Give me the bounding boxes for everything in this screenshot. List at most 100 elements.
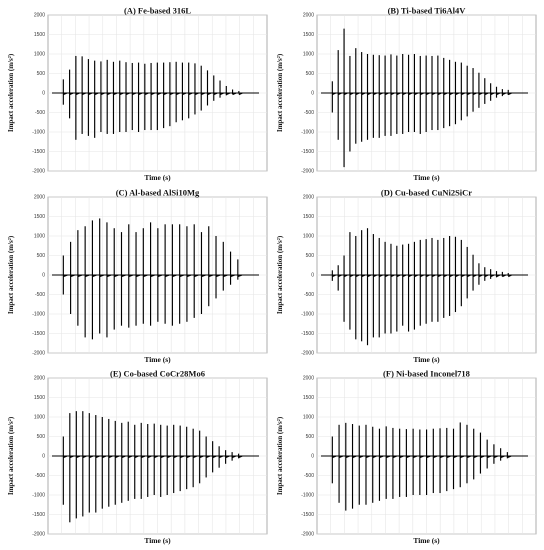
y-tick-label: 2000 (303, 13, 314, 19)
chart-title: (E) Co-based CoCr28Mo6 (110, 369, 205, 379)
damping-tail (199, 455, 204, 459)
damping-tail (414, 92, 418, 96)
chart-title: (B) Ti-based Ti6Al4V (388, 6, 467, 16)
damping-tail (490, 92, 495, 96)
damping-tail (70, 274, 75, 278)
y-axis-label: Impact acceleration (m/s²) (7, 235, 15, 314)
damping-tail (102, 455, 107, 459)
damping-tail (127, 455, 133, 459)
damping-tail (194, 92, 199, 96)
damping-tail (223, 274, 228, 278)
y-axis-label: Impact acceleration (m/s²) (7, 416, 15, 495)
damping-tail (113, 274, 119, 278)
damping-tail (230, 274, 235, 278)
damping-tail (153, 455, 159, 459)
y-tick-label: 1000 (303, 415, 314, 421)
damping-tail (119, 92, 124, 96)
damping-tail (490, 274, 495, 278)
chart-svg: 2000 1500 1000 500 0 -500 -1000 -1500 -2000 (F) N… (276, 369, 537, 545)
damping-tail (345, 455, 350, 459)
y-axis-label: Impact acceleration (m/s²) (276, 235, 284, 314)
damping-tail (108, 455, 113, 459)
damping-tail (359, 455, 364, 459)
damping-tail (147, 455, 152, 459)
damping-tail (337, 274, 342, 278)
damping-tail (443, 274, 448, 278)
y-tick-label: -1000 (301, 312, 314, 318)
y-tick-label: -2000 (32, 169, 45, 175)
damping-tail (402, 274, 407, 278)
y-tick-label: -1500 (32, 149, 45, 155)
y-tick-label: -500 (35, 110, 45, 116)
damping-tail (212, 455, 217, 459)
damping-tail (420, 92, 424, 96)
damping-tail (88, 92, 93, 96)
y-tick-label: 2000 (34, 195, 45, 201)
damping-tail (213, 92, 218, 96)
damping-tail (140, 455, 146, 459)
damping-tail (466, 455, 471, 459)
damping-tail (132, 92, 136, 96)
damping-tail (226, 92, 231, 96)
y-tick-label: 1000 (34, 415, 45, 421)
panel-a: 2000 1500 1000 500 0 -500 -1000 -1500 -2000 (A) F… (4, 5, 273, 185)
damping-tail (367, 92, 372, 96)
chart-svg: 2000 1500 1000 500 0 -500 -1000 -1500 -2000 (C) A… (7, 188, 268, 364)
damping-tail (138, 92, 143, 96)
damping-tail (143, 274, 148, 278)
damping-tail (69, 92, 74, 96)
damping-tail (459, 455, 465, 459)
damping-tail (379, 455, 384, 459)
damping-tail (361, 274, 366, 278)
damping-tail (338, 455, 344, 459)
damping-tail (157, 92, 162, 96)
damping-tail (507, 455, 512, 459)
damping-tail (406, 455, 411, 459)
y-tick-label: -2000 (32, 532, 45, 538)
damping-tail (355, 92, 360, 96)
damping-tail (461, 92, 465, 96)
y-tick-label: 500 (306, 434, 315, 440)
damping-tail (94, 92, 99, 96)
y-tick-label: 1500 (303, 395, 314, 401)
damping-tail (486, 455, 492, 459)
y-tick-label: 1000 (34, 52, 45, 58)
damping-tail (238, 92, 243, 96)
damping-tail (225, 455, 230, 459)
damping-tail (367, 274, 372, 278)
damping-tail (84, 274, 90, 278)
damping-tail (205, 455, 210, 459)
y-tick-label: -500 (304, 473, 314, 479)
damping-tail (332, 274, 336, 278)
y-tick-label: 1500 (303, 32, 314, 38)
x-axis-label: Time (s) (144, 173, 171, 182)
damping-tail (500, 455, 505, 459)
damping-tail (507, 92, 512, 96)
damping-tail (113, 92, 118, 96)
damping-tail (396, 274, 401, 278)
damping-tail (390, 274, 395, 278)
damping-tail (193, 274, 199, 278)
damping-tail (425, 274, 430, 278)
damping-tail (449, 92, 454, 96)
damping-tail (466, 92, 471, 96)
y-tick-label: -1500 (32, 512, 45, 518)
y-tick-label: 0 (311, 91, 314, 97)
y-tick-label: -1000 (301, 493, 314, 499)
damping-tail (172, 274, 177, 278)
damping-tail (420, 274, 424, 278)
chart-title: (C) Al-based AlSi10Mg (116, 188, 200, 198)
chart-title: (F) Ni-based Inconel718 (383, 369, 470, 379)
damping-tail (100, 92, 105, 96)
x-axis-label: Time (s) (413, 173, 440, 182)
damping-tail (125, 92, 130, 96)
panel-d: 2000 1500 1000 500 0 -500 -1000 -1500 -2000 (D) C… (273, 187, 542, 367)
damping-tail (402, 92, 407, 96)
damping-tail (218, 455, 223, 459)
damping-tail (384, 274, 389, 278)
damping-tail (439, 455, 444, 459)
damping-tail (164, 274, 170, 278)
damping-tail (355, 274, 360, 278)
chart-svg: 2000 1500 1000 500 0 -500 -1000 -1500 -2000 (B) T… (276, 6, 537, 182)
damping-tail (507, 274, 512, 278)
